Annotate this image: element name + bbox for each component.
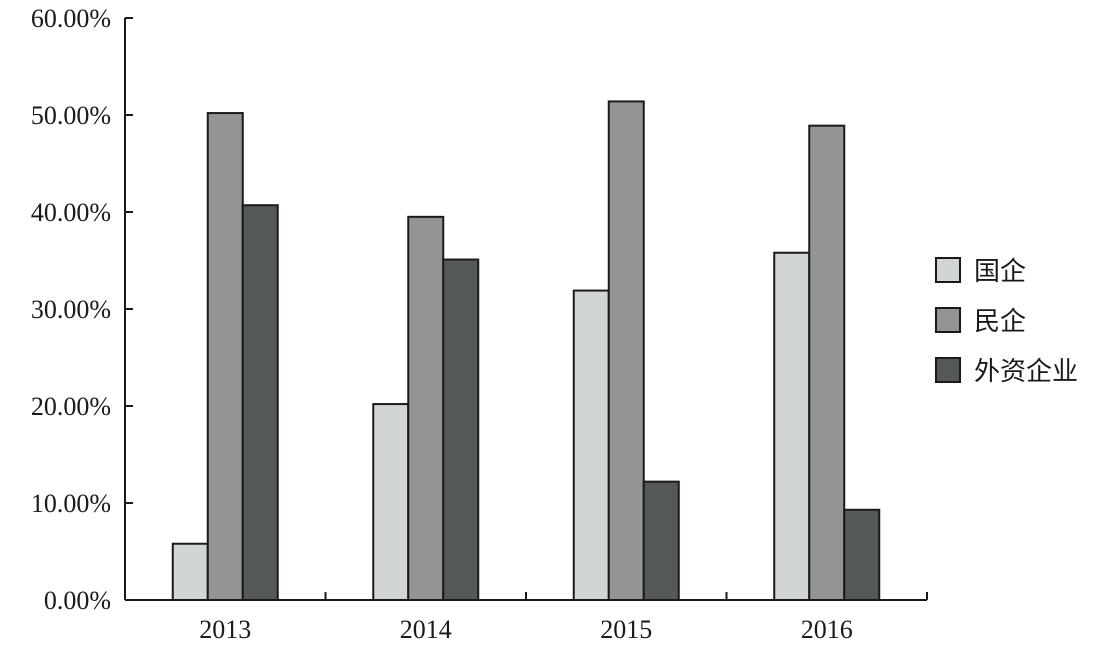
x-tick-label: 2014	[400, 615, 452, 644]
y-tick-label: 40.00%	[31, 198, 111, 227]
y-axis: 0.00% 10.00% 20.00% 30.00% 40.00% 50.00% 60.00…	[31, 4, 133, 615]
bar	[171, 542, 209, 601]
bar	[808, 124, 846, 601]
legend-label: 民企	[974, 307, 1026, 337]
y-tick-label: 10.00%	[31, 489, 111, 518]
x-tick-label: 2015	[600, 615, 652, 644]
bar	[372, 403, 410, 601]
x-tick-label: 2016	[801, 615, 853, 644]
legend-swatch	[935, 357, 961, 383]
bar	[206, 112, 244, 601]
legend-swatch	[935, 307, 961, 333]
legend-swatch	[935, 257, 961, 283]
bar	[607, 100, 645, 601]
legend-label: 国企	[974, 257, 1026, 287]
legend-label: 外资企业	[974, 357, 1078, 387]
bar	[241, 204, 279, 602]
bar	[442, 258, 480, 601]
y-tick-label: 30.00%	[31, 295, 111, 324]
x-tick-label: 2013	[199, 615, 251, 644]
bar	[773, 251, 811, 602]
y-tick-label: 0.00%	[44, 586, 111, 615]
y-tick-label: 50.00%	[31, 101, 111, 130]
bar	[407, 215, 445, 601]
bar	[843, 508, 881, 602]
y-tick-label: 20.00%	[31, 392, 111, 421]
y-tick-label: 60.00%	[31, 4, 111, 33]
bar	[572, 289, 610, 601]
bar	[642, 480, 680, 601]
bars	[171, 100, 881, 602]
